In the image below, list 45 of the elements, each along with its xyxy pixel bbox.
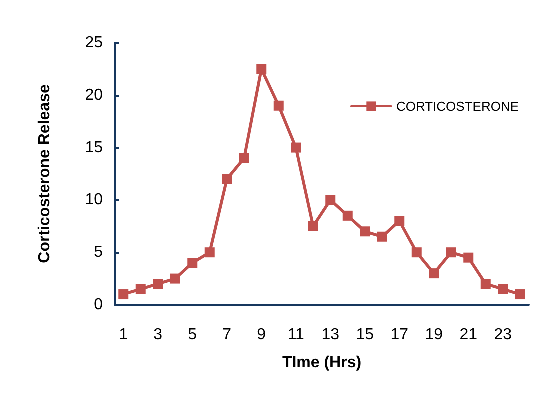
point (412, 248, 422, 258)
point (515, 290, 526, 300)
point (170, 274, 180, 284)
point (222, 174, 232, 184)
point (480, 279, 491, 290)
point (118, 290, 129, 300)
x-tick-label: 9 (257, 326, 266, 344)
point (188, 258, 198, 268)
point (239, 153, 250, 164)
point (291, 142, 302, 153)
y-tick-label: 15 (85, 139, 104, 156)
point (446, 248, 456, 258)
x-tick-label: 23 (494, 326, 512, 344)
y-tick-label: 5 (94, 244, 104, 262)
y-tick-label: 10 (85, 192, 104, 209)
legend-label: CORTICOSTERONE (396, 99, 520, 114)
x-tick-label: 15 (356, 326, 374, 344)
y-axis-title: Corticosterone Release (36, 84, 54, 264)
point (256, 64, 267, 74)
x-tick-label: 17 (390, 326, 409, 344)
point (498, 284, 508, 294)
point (326, 195, 336, 206)
point (153, 279, 164, 290)
x-tick-label: 21 (460, 326, 478, 344)
point (429, 268, 440, 279)
y-tick-label: 25 (85, 34, 104, 52)
x-tick-label: 3 (154, 326, 163, 344)
y-tick-label: 0 (94, 296, 104, 314)
point (464, 252, 474, 263)
point (204, 248, 215, 258)
point (377, 232, 388, 242)
x-tick-label: 13 (322, 326, 340, 344)
y-tick-label: 20 (85, 86, 104, 104)
x-tick-label: 5 (188, 326, 198, 344)
x-tick-label: 11 (288, 326, 305, 344)
point (308, 221, 318, 232)
point (360, 226, 370, 237)
point (342, 210, 353, 221)
point (394, 216, 405, 226)
x-axis-title: TIme (Hrs) (282, 354, 362, 372)
point (274, 100, 284, 111)
x-tick-label: 19 (425, 326, 444, 344)
point (136, 284, 146, 294)
x-tick-label: 1 (119, 326, 128, 344)
x-tick-label: 7 (222, 326, 232, 344)
